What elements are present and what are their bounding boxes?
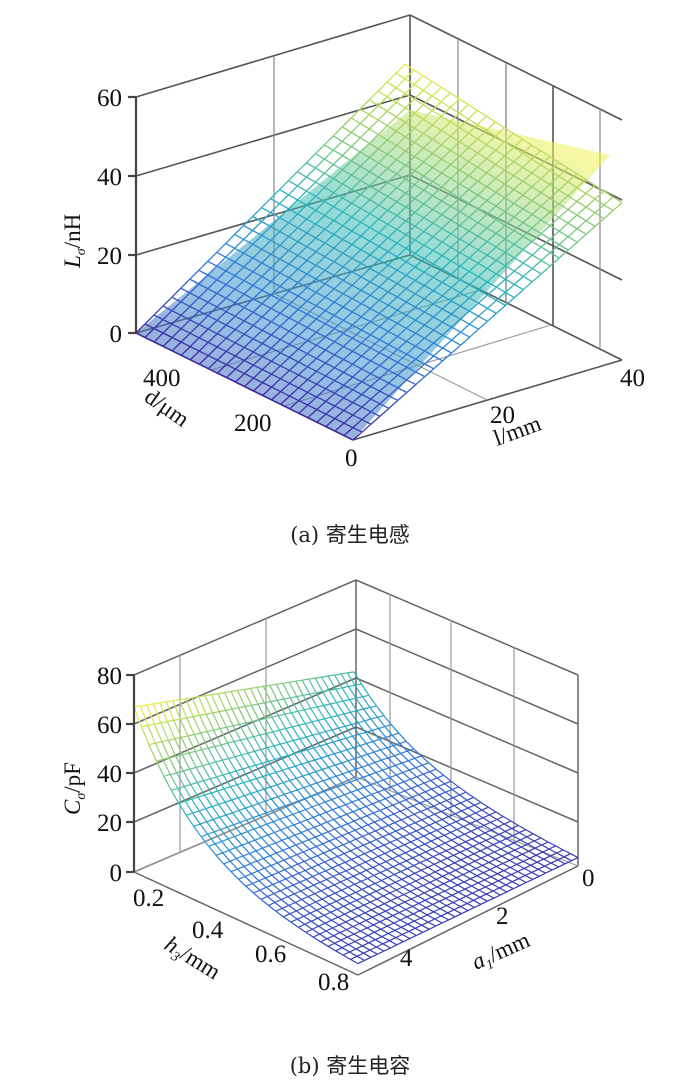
plot-b-y-tick-2: 2 <box>496 903 509 930</box>
plot-a-x-tick-200: 200 <box>234 410 272 437</box>
plot-b-y-tick-0: 0 <box>582 865 595 892</box>
plot-b-z-tick-80: 80 <box>97 663 122 690</box>
plot-a-z-tick-40: 40 <box>97 164 122 191</box>
plot-b-z-tick-40: 40 <box>97 761 122 788</box>
plot-b-z-tick-60: 60 <box>97 712 122 739</box>
plot-b-z-tick-0: 0 <box>110 860 123 887</box>
plot-a-z-tick-60: 60 <box>97 85 122 112</box>
plot-a-z-tick-20: 20 <box>97 243 122 270</box>
plot-b-x-tick-0.2: 0.2 <box>133 885 164 912</box>
plot-b-y-tick-4: 4 <box>400 945 413 972</box>
plot-b-y-label: a1/mm <box>468 927 535 978</box>
plot-b-x-tick-0.6: 0.6 <box>255 941 286 968</box>
plot-b-z-label: Cσ/pF <box>60 762 89 815</box>
plot-a-z-axis <box>128 95 138 335</box>
plot-a-x-tick-400: 400 <box>143 365 181 392</box>
plot-b-z-tick-20: 20 <box>97 810 122 837</box>
plot-b-box-grid <box>133 579 579 976</box>
plot-b-x-tick-0.8: 0.8 <box>318 969 349 996</box>
plot-a-x-tick-0: 0 <box>345 445 358 472</box>
plot-a-y-tick-40: 40 <box>620 365 645 392</box>
caption-b: (b) 寄生电容 <box>289 1054 411 1078</box>
plot-b-z-axis <box>126 673 136 874</box>
plot-b-x-tick-0.4: 0.4 <box>192 917 224 944</box>
plot-b-surface <box>133 671 579 965</box>
plot-a-z-tick-0: 0 <box>110 321 123 348</box>
plot-a-surface <box>135 63 623 441</box>
plot-a: 60 40 20 0 Lσ/nH 400 200 0 d/μm 20 40 l/… <box>60 14 645 472</box>
caption-a: (a) 寄生电感 <box>290 523 410 547</box>
plot-a-z-label: Lσ/nH <box>60 214 89 269</box>
plot-b: 80 60 40 20 0 Cσ/pF 0.2 0.4 0.6 0.8 h3/m… <box>60 579 595 996</box>
plot-a-y-tick-20: 20 <box>490 402 515 429</box>
